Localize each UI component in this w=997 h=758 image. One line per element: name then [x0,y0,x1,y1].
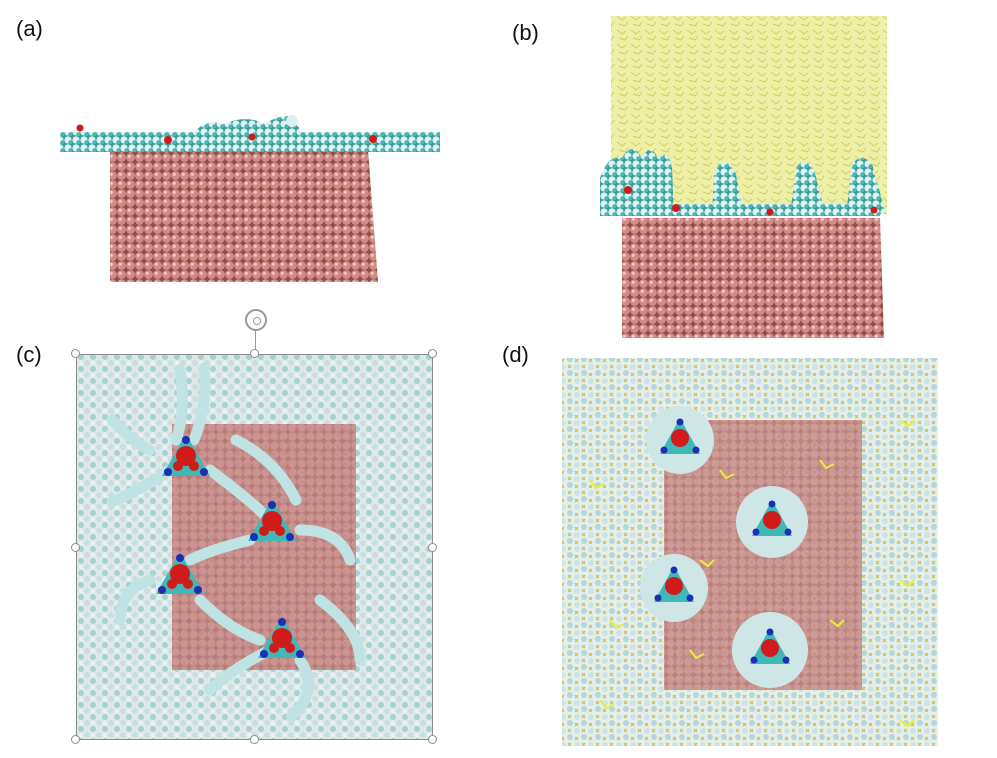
resize-handle-bottom[interactable] [250,735,259,744]
rotate-handle-icon[interactable] [245,309,267,331]
molecule-cluster [600,149,674,216]
panel-label-a: (a) [16,16,43,41]
resize-handle-bottom-right[interactable] [428,735,437,744]
rotate-stem [255,330,256,354]
substrate-slab [622,218,884,338]
panel-d-scene [562,358,938,746]
macrocycle-clusters [640,406,808,688]
resize-handle-bottom-left[interactable] [71,735,80,744]
panel-label-d: (d) [502,342,529,367]
panel-label-c: (c) [16,342,42,367]
resize-handle-top[interactable] [250,349,259,358]
panel-a-scene [60,115,440,282]
panel-b-scene [600,16,887,338]
resize-handle-top-left[interactable] [71,349,80,358]
panel-c-scene [76,354,433,740]
adsorbed-layer [60,132,440,152]
resize-handle-right[interactable] [428,543,437,552]
macrocycle-cores [156,434,306,658]
resize-handle-top-right[interactable] [428,349,437,358]
resize-handle-left[interactable] [71,543,80,552]
substrate-slab [110,150,378,282]
panel-label-b: (b) [512,20,539,45]
molecule-chains [106,362,366,722]
